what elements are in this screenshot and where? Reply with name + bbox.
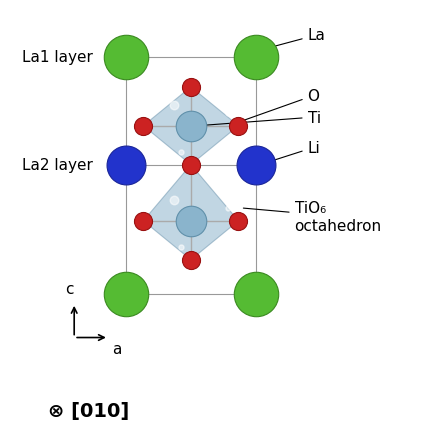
Text: Ti: Ti: [200, 110, 321, 126]
Text: a: a: [112, 341, 121, 356]
Text: O: O: [243, 89, 320, 121]
Text: ⊗ [010]: ⊗ [010]: [48, 401, 130, 421]
Text: La2 layer: La2 layer: [23, 158, 93, 173]
Text: c: c: [65, 282, 73, 297]
Polygon shape: [143, 88, 238, 165]
Text: Li: Li: [263, 141, 320, 164]
Polygon shape: [143, 165, 238, 260]
Text: La1 layer: La1 layer: [23, 50, 93, 65]
Text: TiO₆
octahedron: TiO₆ octahedron: [244, 201, 382, 233]
Text: La: La: [263, 28, 326, 50]
